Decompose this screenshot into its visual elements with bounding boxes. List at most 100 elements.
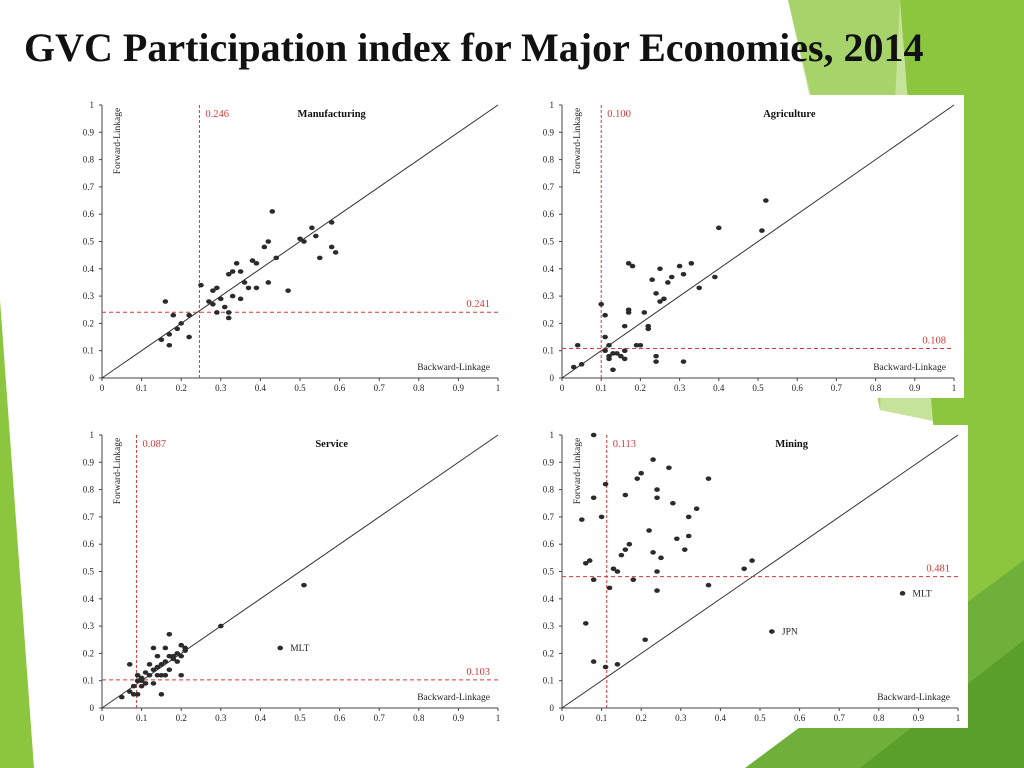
y-tick-label: 0.7 (83, 512, 95, 522)
data-point (622, 547, 629, 552)
data-point (269, 209, 276, 214)
data-point (154, 653, 161, 659)
data-point (225, 310, 232, 315)
data-point (621, 348, 628, 353)
x-tick-label: 1 (956, 713, 961, 723)
data-point (578, 362, 585, 367)
data-point (237, 269, 244, 274)
x-tick-label: 0 (100, 383, 105, 393)
x-tick-label: 0.2 (176, 383, 187, 393)
data-point (186, 312, 192, 318)
y-tick-label: 0.7 (83, 182, 95, 192)
y-tick-label: 0.9 (543, 127, 555, 137)
scatter-chart-mining: 00 0.1 0.1 0.2 0.2 0.3 0.3 0.4 0.4 0.5 0.5 0.6 0.6 0.… (543, 430, 961, 723)
data-point (210, 288, 216, 293)
x-tick-label: 0.3 (215, 713, 227, 723)
chart-title: Service (315, 439, 348, 450)
data-point (162, 659, 169, 664)
data-point (170, 312, 177, 318)
x-tick-label: 0.5 (294, 713, 306, 723)
diagonal-line (101, 434, 499, 709)
x-tick-label: 0.9 (909, 383, 921, 393)
y-axis-label: Forward-Linkage (113, 438, 123, 504)
x-tick-label: 0.8 (413, 383, 425, 393)
x-tick-label: 0.5 (754, 713, 766, 723)
data-point (654, 495, 660, 501)
data-point (629, 263, 636, 269)
x-tick-label: 0.7 (374, 383, 386, 393)
data-point (638, 470, 644, 476)
data-point (186, 334, 192, 340)
x-tick-label: 0.5 (294, 383, 306, 393)
data-point (285, 288, 291, 293)
x-tick-label: 0.6 (794, 713, 806, 723)
data-point (666, 465, 672, 471)
vertical-reference-label: 0.100 (607, 109, 631, 120)
data-point (759, 228, 765, 233)
data-point (158, 337, 165, 343)
data-point (237, 296, 244, 302)
data-point (618, 552, 625, 558)
x-tick-label: 0.1 (596, 383, 607, 393)
data-point (606, 342, 612, 348)
data-point (676, 263, 683, 269)
data-point (233, 261, 240, 266)
y-tick-label: 0.4 (543, 594, 555, 604)
vertical-reference-label: 0.113 (613, 439, 636, 450)
y-tick-label: 0.8 (543, 155, 555, 165)
data-point (328, 244, 335, 250)
data-point (668, 274, 675, 280)
data-point (178, 653, 184, 659)
data-point (166, 667, 173, 673)
data-point (162, 645, 169, 651)
data-point (650, 550, 656, 555)
x-tick-label: 0.7 (831, 383, 843, 393)
data-point (218, 623, 224, 629)
data-point (332, 250, 339, 255)
x-tick-label: 0.6 (334, 713, 346, 723)
data-point (590, 577, 597, 582)
data-point (301, 582, 307, 588)
x-tick-label: 0.9 (453, 383, 465, 393)
data-point (241, 280, 248, 285)
horizontal-reference-label: 0.103 (466, 667, 490, 678)
diagonal-line (561, 104, 955, 379)
data-point (614, 569, 621, 574)
data-point (610, 351, 616, 356)
point-annotation: MLT (913, 589, 932, 599)
slide-title: GVC Participation index for Major Econom… (24, 25, 924, 70)
data-point (590, 659, 597, 664)
x-tick-label: 0 (100, 713, 105, 723)
data-point (221, 304, 228, 310)
data-point (178, 321, 184, 326)
data-point (210, 301, 216, 307)
y-tick-label: 0.3 (543, 621, 555, 631)
data-point (225, 315, 232, 321)
data-point (705, 582, 712, 588)
x-tick-label: 1 (952, 383, 957, 393)
data-point (214, 285, 220, 291)
data-point (646, 528, 652, 533)
data-point (749, 558, 755, 563)
diagonal-line (101, 104, 499, 379)
data-point (653, 291, 659, 296)
data-point (214, 310, 220, 315)
x-axis-label: Backward-Linkage (417, 363, 490, 373)
x-axis-label: Backward-Linkage (877, 693, 950, 703)
data-point (653, 353, 659, 359)
x-tick-label: 0.4 (255, 383, 267, 393)
y-tick-label: 1 (550, 100, 555, 110)
data-point (582, 561, 589, 566)
x-axis-label: Backward-Linkage (873, 363, 946, 373)
y-tick-label: 0.5 (83, 237, 95, 247)
data-point (574, 342, 581, 348)
x-tick-label: 0 (560, 383, 565, 393)
x-tick-label: 0.2 (635, 383, 646, 393)
horizontal-reference-label: 0.241 (466, 299, 490, 310)
data-point (712, 274, 718, 280)
x-tick-label: 0.1 (596, 713, 607, 723)
data-point (665, 280, 671, 285)
data-point (277, 645, 283, 651)
data-point (670, 500, 676, 506)
data-point (614, 662, 621, 667)
